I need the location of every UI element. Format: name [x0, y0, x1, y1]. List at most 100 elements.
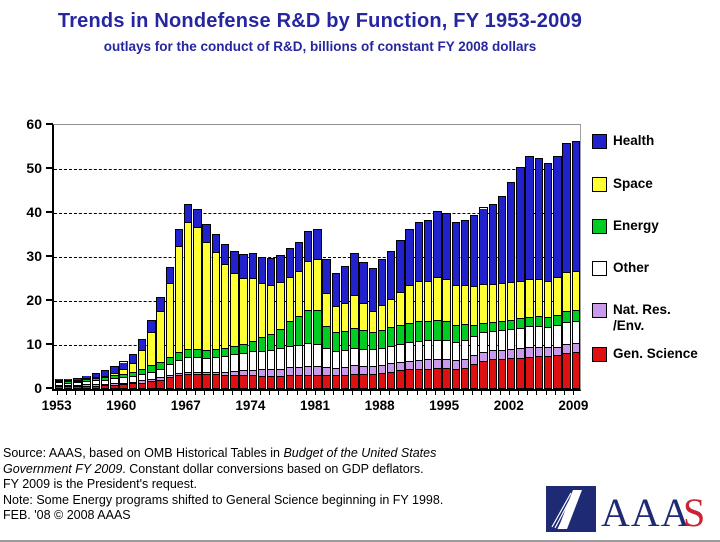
bar-segment-space — [212, 253, 220, 351]
x-axis-tick — [490, 390, 492, 395]
bar-segment-gen-science — [461, 368, 469, 388]
bar-segment-energy — [314, 310, 321, 345]
bar-segment-nat-res-env — [184, 372, 192, 375]
bar-segment-space — [286, 278, 293, 323]
bar-segment-space — [166, 283, 173, 358]
bar — [267, 258, 276, 389]
legend-label: Other — [613, 260, 650, 275]
bar-segment-nat-res-env — [194, 372, 201, 375]
x-axis-tick — [315, 390, 316, 395]
bar-segment-energy — [323, 327, 330, 350]
bar-segment-energy — [221, 349, 229, 358]
bar-segment-health — [268, 259, 275, 286]
x-axis-tick — [508, 390, 510, 395]
bar-segment-energy — [572, 310, 579, 323]
bar-segment-gen-science — [323, 376, 330, 388]
bar-segment-health — [74, 378, 81, 381]
bar-segment-gen-science — [65, 387, 72, 388]
bar — [331, 272, 341, 389]
bar-segment-nat-res-env — [351, 366, 358, 375]
bar — [470, 215, 479, 389]
bar-segment-other — [369, 350, 376, 367]
bar — [82, 376, 91, 389]
bar-segment-nat-res-env — [434, 359, 441, 370]
x-axis-tick — [121, 390, 123, 395]
bar-segment-energy — [535, 317, 543, 327]
bar-segment-nat-res-env — [535, 347, 543, 358]
bar-segment-space — [129, 363, 137, 373]
bar — [303, 230, 313, 389]
bar-segment-energy — [424, 322, 432, 342]
bar-segment-space — [360, 303, 367, 332]
bar — [165, 266, 174, 389]
bar-segment-energy — [369, 333, 376, 351]
bar — [156, 296, 165, 389]
bar-segment-gen-science — [148, 382, 155, 388]
x-axis-tick — [425, 390, 427, 395]
bar — [534, 158, 544, 389]
y-tick-label: 20 — [26, 292, 42, 308]
bar — [562, 142, 571, 389]
bar-segment-nat-res-env — [480, 352, 487, 362]
bar-segment-space — [563, 273, 570, 312]
bar-segment-nat-res-env — [258, 370, 266, 377]
bar-segment-other — [101, 380, 109, 385]
bar-segment-energy — [138, 369, 146, 375]
svg-text:AAA: AAA — [601, 490, 691, 534]
bar-segment-health — [212, 234, 220, 254]
bar-segment-gen-science — [166, 378, 173, 388]
bar-segment-gen-science — [360, 374, 367, 388]
bar-segment-energy — [55, 381, 63, 384]
bar-segment-gen-science — [434, 369, 441, 388]
bar-segment-gen-science — [452, 369, 460, 388]
bar-segment-nat-res-env — [415, 360, 423, 370]
bar — [506, 182, 516, 389]
bar-segment-space — [424, 282, 432, 323]
bar-segment-energy — [517, 319, 524, 329]
bar-segment-nat-res-env — [517, 349, 524, 359]
bar-segment-gen-science — [424, 369, 432, 388]
bar — [313, 228, 322, 389]
bar-segment-gen-science — [563, 353, 570, 388]
bar-segment-gen-science — [544, 357, 552, 388]
bar-segment-space — [415, 282, 423, 323]
bar-segment-gen-science — [304, 375, 312, 388]
bar-segment-space — [249, 279, 256, 342]
bar-segment-nat-res-env — [286, 368, 293, 377]
bar-segment-other — [166, 365, 173, 377]
bar-segment-gen-science — [212, 375, 220, 388]
bar-segment-gen-science — [249, 376, 256, 388]
bar — [73, 378, 82, 389]
bar-segment-space — [111, 373, 118, 377]
legend-label: Nat. Res. /Env. — [613, 302, 671, 333]
bar — [543, 162, 553, 389]
bar-segment-health — [406, 229, 413, 286]
bar-segment-other — [471, 337, 478, 357]
bar-segment-nat-res-env — [231, 371, 238, 376]
bar-segment-nat-res-env — [101, 384, 109, 387]
bar-segment-energy — [461, 325, 469, 342]
bar-segment-gen-science — [157, 380, 164, 388]
x-axis-tick — [139, 390, 141, 395]
bar-segment-health — [378, 260, 386, 306]
legend-label: Energy — [613, 218, 659, 233]
bar-segment-health — [415, 223, 423, 283]
chart-subtitle: outlays for the conduct of R&D, billions… — [103, 39, 537, 54]
x-axis-tick — [388, 390, 390, 395]
bar-segment-health — [295, 242, 303, 273]
bar-segment-space — [461, 285, 469, 326]
bar-segment-energy — [184, 349, 192, 359]
bar-segment-health — [304, 231, 312, 263]
bar-segment-health — [554, 157, 561, 279]
bar — [525, 156, 534, 389]
legend-item-nat-res: Nat. Res. /Env. — [592, 302, 671, 334]
bar-segment-space — [258, 283, 266, 339]
bar-segment-other — [277, 349, 284, 370]
bar-segment-other — [268, 350, 275, 370]
bar-segment-gen-science — [498, 359, 506, 388]
x-axis-tick — [250, 390, 252, 395]
y-axis-tick — [46, 387, 53, 389]
bar-segment-space — [120, 370, 127, 375]
bar-segment-space — [397, 293, 404, 327]
bar-segment-gen-science — [231, 375, 238, 388]
